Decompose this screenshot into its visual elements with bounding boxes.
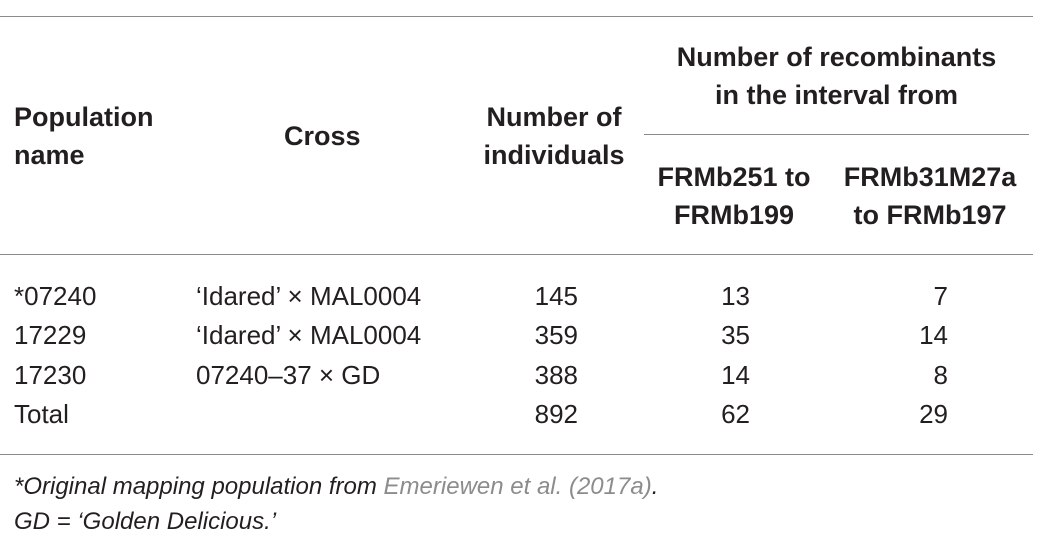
cell-population: *07240: [14, 281, 97, 311]
cell-interval2: 7: [933, 281, 948, 311]
header-population-line1: Population: [14, 102, 154, 132]
footnote-origin-period: .: [651, 473, 659, 500]
header-interval2-line1: FRMb31M27a: [843, 162, 1017, 192]
cell-interval1: 14: [721, 360, 750, 390]
header-interval1-line2: FRMb199: [673, 200, 795, 230]
header-recombinants-line1: Number of recombinants: [676, 42, 997, 72]
cell-interval2: 29: [919, 399, 948, 429]
cell-population: 17230: [14, 360, 87, 390]
header-cross: Cross: [284, 121, 361, 151]
header-interval1: FRMb251 to FRMb199: [644, 158, 824, 234]
cell-population: 17229: [14, 320, 87, 350]
header-recombinants: Number of recombinants in the interval f…: [644, 38, 1029, 114]
cell-individuals: 388: [534, 360, 578, 390]
header-individuals-line1: Number of: [486, 102, 622, 132]
cell-individuals: 145: [534, 281, 578, 311]
header-recombinants-line2: in the interval from: [714, 80, 959, 110]
footnote-gd: GD = ‘Golden Delicious.’: [14, 508, 277, 535]
bottom-rule: [0, 454, 1033, 455]
header-rule: [0, 254, 1033, 255]
header-interval2: FRMb31M27a to FRMb197: [830, 158, 1030, 234]
cell-cross: ‘Idared’ × MAL0004: [196, 281, 422, 311]
cell-individuals: 359: [534, 320, 578, 350]
cell-interval2: 14: [919, 320, 948, 350]
footnote-origin: *Original mapping population from Emerie…: [14, 470, 658, 504]
cell-interval2: 8: [933, 360, 948, 390]
cell-population: Total: [14, 399, 69, 429]
cell-interval1: 62: [721, 399, 750, 429]
cell-individuals: 892: [534, 399, 578, 429]
reference-link[interactable]: Emeriewen et al. (2017a): [383, 473, 652, 500]
header-interval1-line1: FRMb251 to: [657, 162, 811, 192]
footnote-origin-text: *Original mapping population from: [14, 473, 384, 500]
header-individuals-line2: individuals: [483, 140, 625, 170]
header-interval2-line2: to FRMb197: [853, 200, 1007, 230]
header-population-line2: name: [14, 140, 85, 170]
cell-interval1: 13: [721, 281, 750, 311]
top-rule: [0, 16, 1033, 17]
cell-cross: ‘Idared’ × MAL0004: [196, 320, 422, 350]
cell-cross: 07240–37 × GD: [196, 360, 381, 390]
header-population: Population name: [14, 98, 153, 174]
header-individuals: Number of individuals: [474, 98, 634, 174]
header-span-rule: [644, 134, 1029, 135]
cell-interval1: 35: [721, 320, 750, 350]
